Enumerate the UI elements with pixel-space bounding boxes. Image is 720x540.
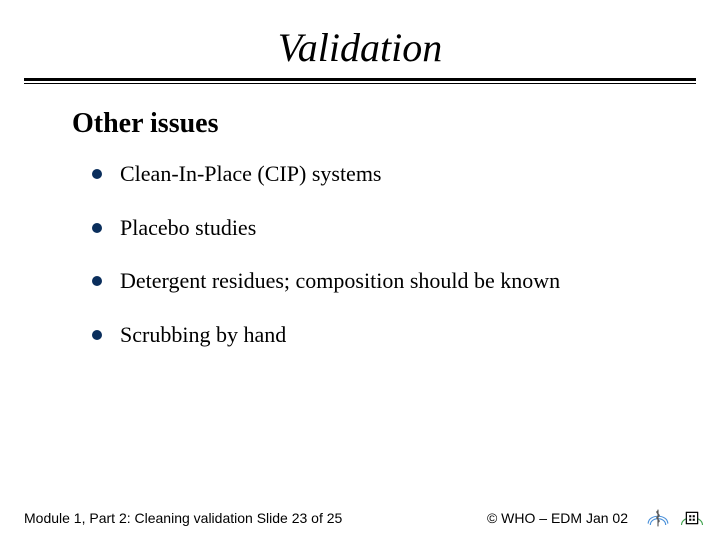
bullet-text: Clean-In-Place (CIP) systems [120,160,382,188]
footer-logos [644,504,706,532]
title-rule-thick [24,78,696,81]
bullet-list: Clean-In-Place (CIP) systems Placebo stu… [92,160,670,374]
bullet-text: Detergent residues; composition should b… [120,267,560,295]
footer: Module 1, Part 2: Cleaning validation Sl… [0,502,720,526]
slide: Validation Other issues Clean-In-Place (… [0,0,720,540]
slide-subtitle: Other issues [72,108,219,140]
slide-title: Validation [0,24,720,71]
title-rule-thin [24,83,696,84]
list-item: Scrubbing by hand [92,321,670,349]
bullet-text: Scrubbing by hand [120,321,286,349]
bullet-icon [92,330,102,340]
list-item: Placebo studies [92,214,670,242]
list-item: Clean-In-Place (CIP) systems [92,160,670,188]
bullet-text: Placebo studies [120,214,256,242]
bullet-icon [92,223,102,233]
who-logo-icon [644,504,672,532]
bullet-icon [92,276,102,286]
bullet-icon [92,169,102,179]
partner-logo-icon [678,504,706,532]
footer-right: © WHO – EDM Jan 02 [487,510,628,526]
list-item: Detergent residues; composition should b… [92,267,670,295]
footer-left: Module 1, Part 2: Cleaning validation Sl… [24,510,342,526]
